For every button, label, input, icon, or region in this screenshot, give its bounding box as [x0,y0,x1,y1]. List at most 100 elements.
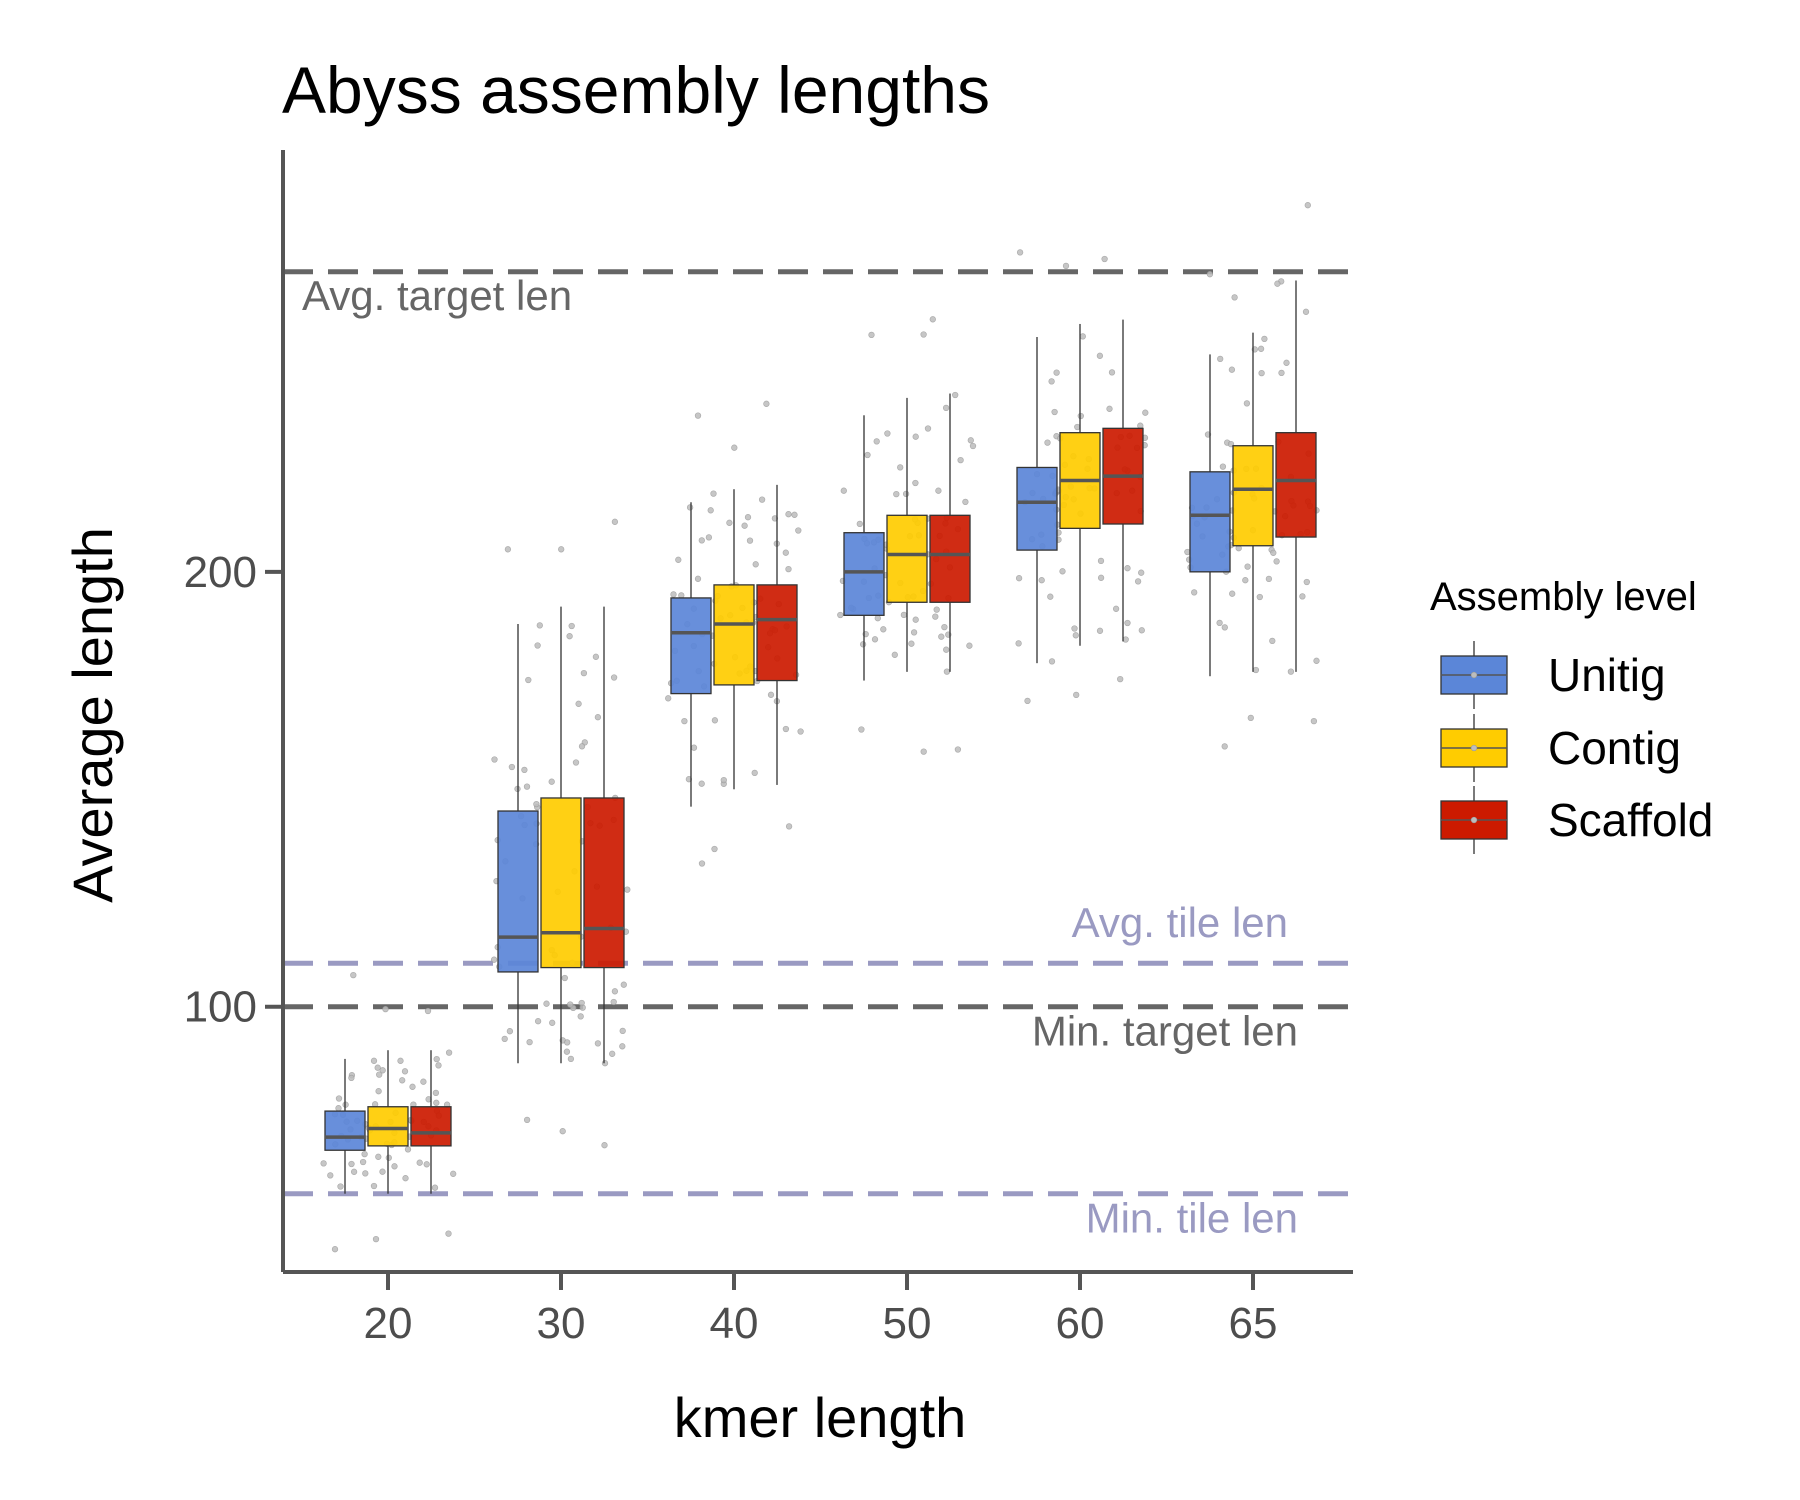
box-body [1232,445,1274,547]
box-body [1275,432,1317,538]
jitter-point [567,1001,574,1008]
jitter-point [912,433,919,440]
jitter-point [564,1039,571,1046]
jitter-point [610,674,618,681]
jitter-point [1112,605,1120,612]
jitter-point [1079,333,1086,340]
jitter-point [580,669,588,677]
jitter-point [609,1050,616,1057]
jitter-point [1229,590,1236,597]
jitter-point [592,653,600,660]
jitter-point [795,527,802,534]
jitter-point [558,546,565,553]
jitter-point [431,1184,439,1191]
jitter-point [1304,202,1311,209]
legend-key-point [1470,744,1478,752]
jitter-point [620,981,627,988]
jitter-point [710,490,717,497]
box-scaffold-kmer-65 [1275,280,1317,672]
jitter-point [837,611,844,619]
jitter-point [559,1128,566,1135]
box-contig-kmer-20 [367,1050,409,1194]
box-contig-kmer-60 [1059,323,1101,646]
legend-item-unitig: Unitig [1440,641,1666,709]
jitter-point [771,515,779,522]
legend: Assembly level Unitig Contig Scaffold [1430,575,1713,854]
jitter-point [720,776,727,784]
jitter-point [375,1153,382,1160]
jitter-point [423,1161,430,1168]
jitter-point [864,451,871,459]
jitter-point [873,438,880,445]
jitter-point [893,490,900,498]
box-body [1016,466,1058,551]
jitter-point [1216,619,1223,627]
box-scaffold-kmer-30 [583,606,625,1064]
jitter-point [1015,640,1022,647]
box-contig-kmer-30 [540,606,582,1064]
jitter-point [370,1057,378,1064]
jitter-point [1137,422,1144,429]
jitter-point [698,537,705,544]
jitter-point [1106,405,1113,412]
jitter-point [690,744,698,751]
jitter-point [1310,717,1318,725]
jitter-point [1101,255,1108,263]
jitter-point [751,769,758,777]
legend-key-point [1470,816,1478,824]
jitter-point [1053,369,1060,376]
jitter-point [379,1067,386,1074]
reference-lines: Avg. target len Avg. tile len Min. target … [283,269,1353,1242]
chart-title: Abyss assembly lengths [282,53,990,127]
jitter-point [1096,352,1104,359]
jitter-point [935,487,942,494]
jitter-point [1257,345,1265,352]
jitter-point [933,606,940,613]
jitter-point [399,1077,406,1084]
y-axis-title: Average length [61,527,124,903]
jitter-point [767,691,775,698]
jitter-point [331,1246,339,1253]
jitter-point [943,668,951,675]
jitter-point [1117,675,1124,683]
jitter-point [856,520,863,528]
jitter-point [705,534,713,541]
jitter-point [1313,657,1320,664]
jitter-point [1299,593,1306,600]
jitter-point [563,1048,571,1055]
jitter-point [1122,636,1129,643]
jitter-point [943,646,950,653]
jitter-point [1073,691,1080,699]
jitter-point [758,496,766,503]
x-tick-label: 40 [710,1299,759,1348]
jitter-point [1038,577,1045,584]
jitter-point [782,549,789,556]
legend-title: Assembly level [1430,575,1697,619]
jitter-point [942,404,950,412]
jitter-point [379,1168,386,1175]
box-scaffold-kmer-50 [929,393,971,672]
jitter-point [1283,359,1290,366]
jitter-point [1016,249,1024,256]
jitter-point [1191,589,1198,596]
jitter-point [374,1064,381,1071]
jitter-point [348,1074,355,1082]
x-tick-label: 65 [1229,1299,1278,1348]
jitter-point [432,1089,440,1097]
box-body [929,514,971,603]
jitter-point [601,1060,609,1067]
jitter-point [840,487,847,494]
jitter-point [711,845,718,853]
jitter-point [536,622,543,629]
jitter-point [744,514,752,521]
jitter-point [1217,355,1224,363]
jitter-point [533,800,540,808]
jitter-point [566,633,573,640]
jitter-point [504,546,512,553]
jitter-point [797,728,804,735]
jitter-point [912,479,919,487]
jitter-point [382,1005,389,1013]
box-body [670,597,712,695]
y-tick-label: 100 [184,983,257,1032]
jitter-point [785,823,793,830]
